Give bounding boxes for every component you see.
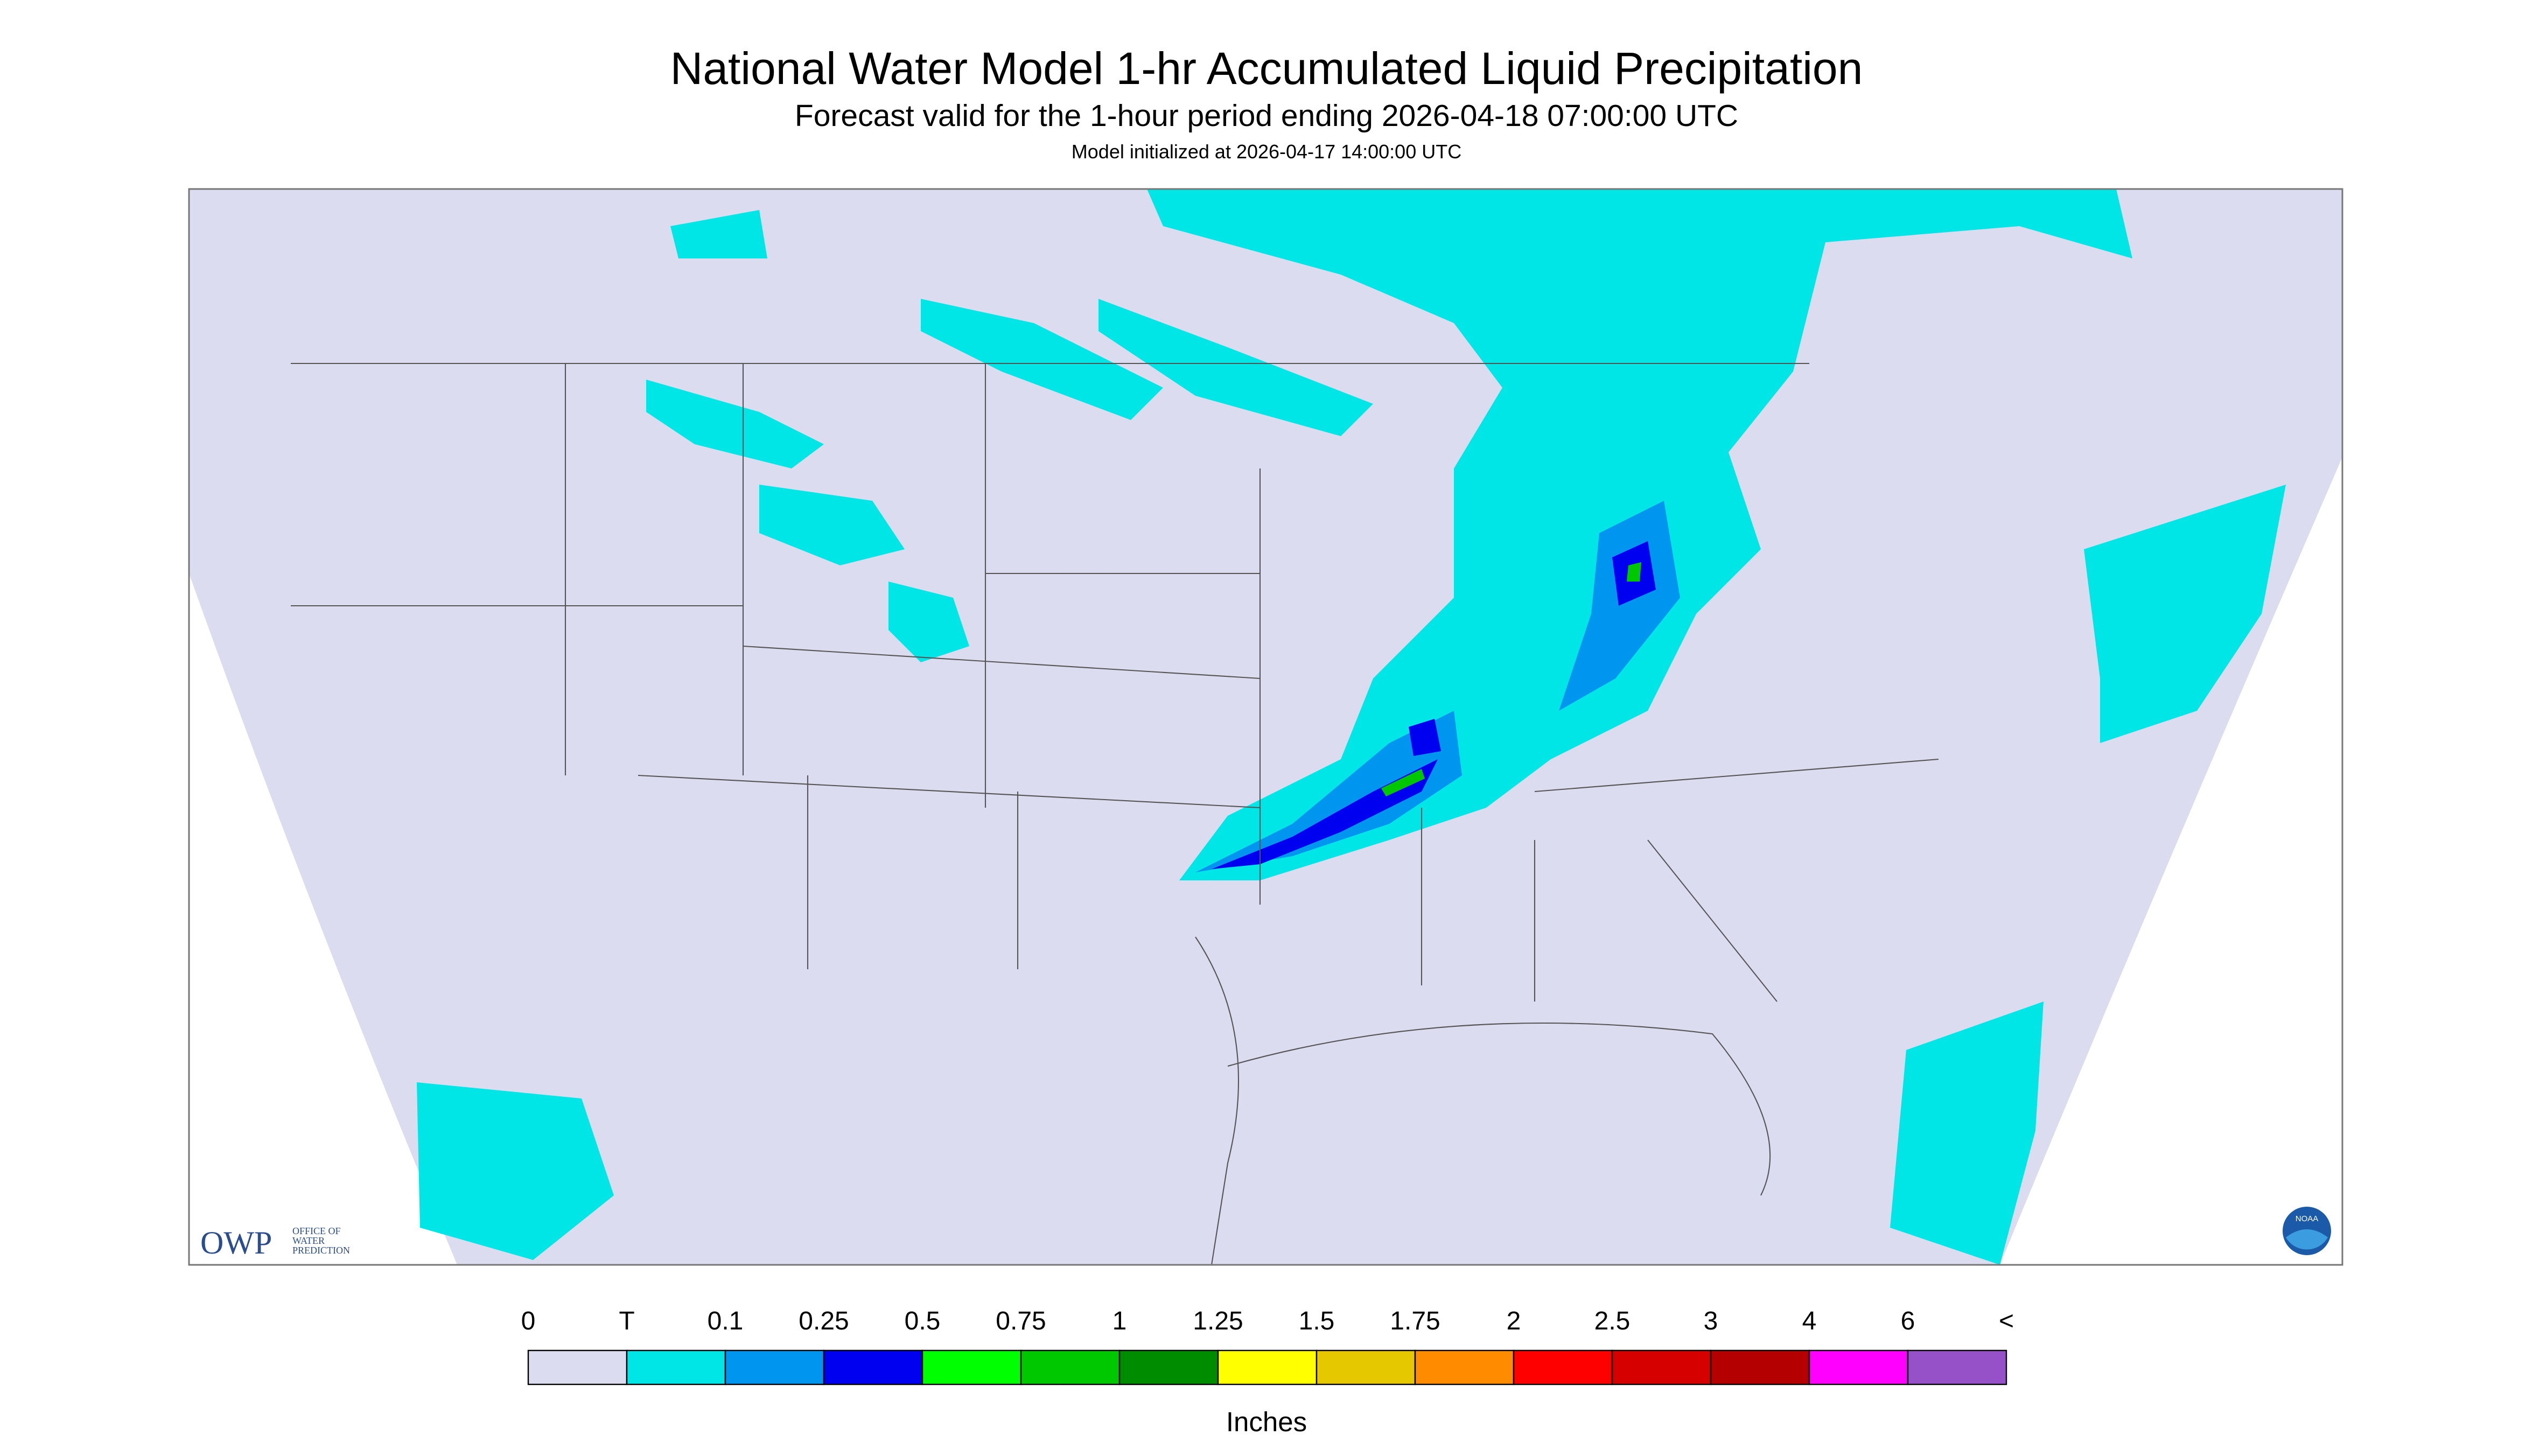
legend-label: 0 [521,1307,536,1335]
title: National Water Model 1-hr Accumulated Li… [670,43,1863,94]
legend-swatch [1316,1349,1416,1385]
boundaries [291,362,1939,1265]
init-note: Model initialized at 2026-04-17 14:00:00… [1072,141,1461,163]
legend-label: < [1999,1307,2014,1335]
legend-label: 1.25 [1193,1307,1243,1335]
legend-swatch [626,1349,726,1385]
owp-logo: OWP [200,1225,272,1261]
legend-swatch [1513,1349,1613,1385]
legend-label: 0.1 [708,1307,744,1335]
legend-label: 1 [1112,1307,1127,1335]
legend-label: 2 [1507,1307,1521,1335]
legend-swatch [724,1349,825,1385]
legend-label: 1.75 [1390,1307,1440,1335]
legend-swatch [823,1349,923,1385]
legend-swatch [1907,1349,2007,1385]
noaa-logo-wave [2286,1229,2328,1250]
legend-units: Inches [1226,1406,1307,1437]
legend-label: 3 [1704,1307,1718,1335]
legend-swatch [527,1349,628,1385]
legend-label: 1.5 [1299,1307,1335,1335]
legend-label: T [619,1307,634,1335]
legend-swatch [1611,1349,1712,1385]
owp-logo-text: OFFICE OF [292,1226,341,1236]
legend-swatch [1414,1349,1515,1385]
legend-swatch [1710,1349,1810,1385]
map-area: OWP OFFICE OF WATER PREDICTION NOAA [188,188,2343,1266]
legend-swatch [1217,1349,1318,1385]
domain [189,189,2342,1265]
legend-label: 4 [1802,1307,1817,1335]
legend-swatch [1020,1349,1121,1385]
legend-label: 0.5 [905,1307,941,1335]
legend-label: 0.75 [996,1307,1046,1335]
legend: Inches 0 T 0.1 0.25 0.5 0.75 1 1.25 1.5 1.75 2 2.5 3… [521,1307,2014,1437]
legend-label: 0.25 [799,1307,849,1335]
legend-swatch [921,1349,1022,1385]
legend-label: 6 [1901,1307,1915,1335]
legend-swatch [1118,1349,1219,1385]
legend-swatch [1808,1349,1909,1385]
subtitle: Forecast valid for the 1-hour period end… [795,99,1738,133]
owp-logo-text: PREDICTION [292,1245,350,1256]
owp-logo-text: WATER [292,1235,325,1246]
precip-peak [1381,562,1641,797]
legend-label: 2.5 [1594,1307,1631,1335]
noaa-logo-text: NOAA [2296,1214,2319,1223]
map-frame [188,188,2343,1266]
